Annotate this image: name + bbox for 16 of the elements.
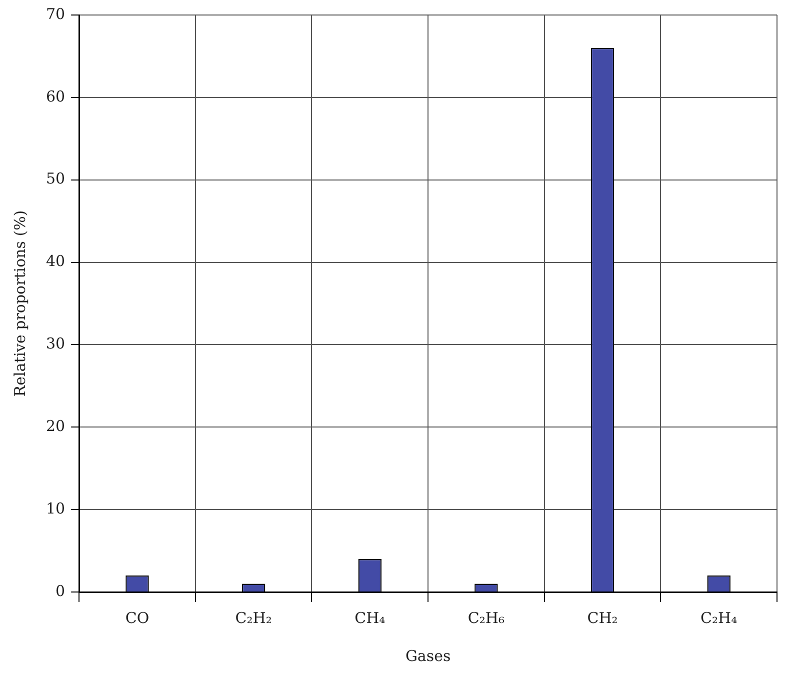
x-tick-label: CH₄ <box>354 608 386 627</box>
x-tick-label: CO <box>125 608 150 627</box>
y-tick-label: 70 <box>46 4 66 23</box>
x-axis-title: Gases <box>405 646 451 665</box>
y-tick-label: 50 <box>46 170 66 188</box>
x-tick-label: C₂H₂ <box>235 608 272 627</box>
y-tick-label: 40 <box>46 252 66 270</box>
y-tick-label: 0 <box>56 582 66 600</box>
x-tick-label: CH₂ <box>587 608 618 627</box>
y-tick-label: 60 <box>46 87 66 106</box>
y-tick-label: 10 <box>46 499 66 518</box>
y-tick-label: 20 <box>46 417 66 436</box>
y-tick-label: 30 <box>46 334 66 353</box>
x-tick-label: C₂H₆ <box>468 608 504 627</box>
y-axis-title: Relative proportions (%) <box>10 210 29 397</box>
x-tick-label: C₂H₄ <box>700 608 738 627</box>
